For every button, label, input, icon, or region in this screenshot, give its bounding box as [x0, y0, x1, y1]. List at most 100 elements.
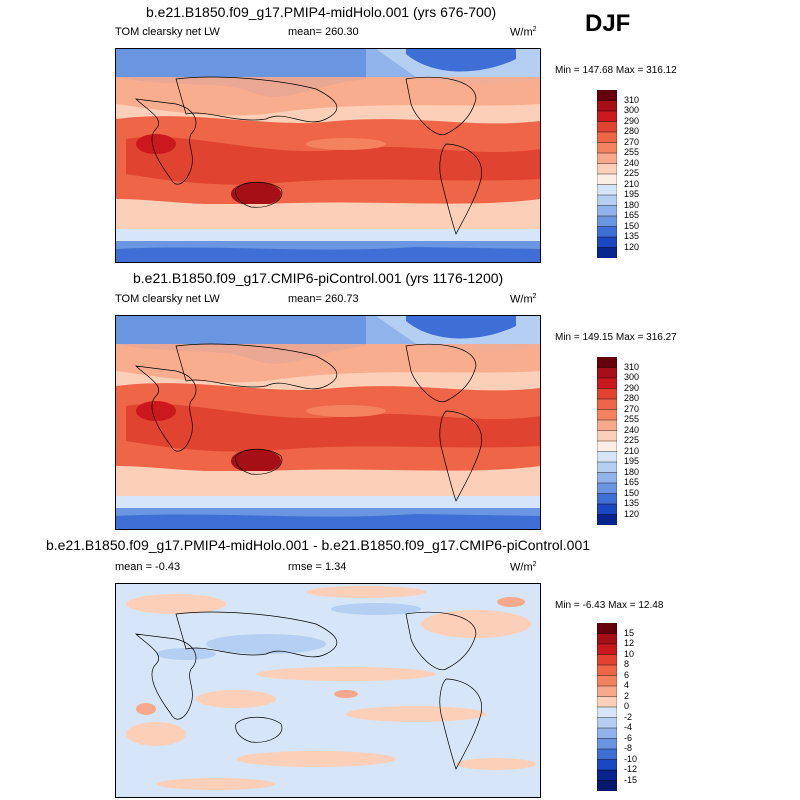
colorbar-tick-label: 210	[624, 178, 640, 189]
panel1-colorbar-svg	[596, 89, 618, 259]
colorbar-tick-label: 6	[624, 669, 630, 680]
colorbar-tick-label: 210	[624, 445, 640, 456]
colorbar-tick-label: 280	[624, 126, 640, 136]
p2-africa-hot	[136, 401, 176, 421]
colorbar-tick-label: 270	[624, 403, 640, 414]
colorbar-tick-label: 195	[624, 456, 640, 466]
colorbar-tick-label: 310	[624, 94, 640, 105]
colorbar-swatch	[596, 696, 618, 708]
p2-tropics-core	[126, 403, 540, 452]
panel1-colorbar	[596, 89, 618, 263]
colorbar-tick-label: 255	[624, 147, 640, 157]
colorbar-swatch	[596, 717, 618, 729]
p2-australia-hot	[231, 449, 281, 473]
panel2-colorbar-svg	[596, 356, 618, 526]
panel1-minmax: Min = 147.68 Max = 316.12	[555, 65, 677, 76]
colorbar-tick-label: -8	[624, 743, 633, 753]
p1-australia-hot	[231, 182, 281, 206]
colorbar-swatch	[596, 780, 618, 792]
colorbar-swatch	[596, 388, 618, 400]
colorbar-swatch	[596, 451, 618, 463]
p2-southern-mid	[116, 471, 540, 496]
colorbar-tick-label: 280	[624, 393, 640, 403]
p3-stronger-positive	[136, 597, 525, 715]
panel3-minmax: Min = -6.43 Max = 12.48	[555, 600, 664, 611]
colorbar-tick-label: -12	[624, 764, 638, 774]
colorbar-tick-label: 135	[624, 231, 640, 241]
colorbar-tick-label: 165	[624, 477, 640, 487]
colorbar-swatch	[596, 377, 618, 390]
colorbar-swatch	[596, 236, 618, 249]
colorbar-swatch	[596, 759, 618, 771]
panel3-left-label: mean = -0.43	[115, 561, 181, 573]
colorbar-tick-label: 290	[624, 115, 640, 126]
colorbar-swatch	[596, 152, 618, 165]
colorbar-swatch	[596, 622, 618, 635]
colorbar-swatch	[596, 685, 618, 698]
colorbar-swatch	[596, 173, 618, 186]
p1-southern-ocean	[116, 229, 540, 244]
colorbar-swatch	[596, 769, 618, 782]
colorbar-tick-label: 150	[624, 220, 640, 231]
panel2-map-svg	[116, 316, 540, 529]
colorbar-tick-label: 300	[624, 105, 640, 115]
panel2-center-label: mean= 260.73	[288, 293, 359, 305]
p1-coastlines	[135, 76, 482, 235]
colorbar-tick-label: 240	[624, 424, 640, 435]
colorbar-tick-label: 12	[624, 638, 635, 648]
colorbar-swatch	[596, 503, 618, 516]
p1-africa-hot	[136, 134, 176, 154]
colorbar-tick-label: -4	[624, 722, 633, 732]
colorbar-tick-label: 195	[624, 189, 640, 199]
colorbar-swatch	[596, 100, 618, 112]
p1-tropics-core	[126, 136, 540, 185]
colorbar-tick-label: 180	[624, 466, 640, 477]
colorbar-tick-label: 225	[624, 435, 640, 445]
colorbar-tick-label: 150	[624, 487, 640, 498]
colorbar-tick-label: 180	[624, 199, 640, 210]
panel3-center-label: rmse = 1.34	[288, 561, 347, 573]
colorbar-swatch	[596, 409, 618, 421]
colorbar-tick-label: 135	[624, 498, 640, 508]
panel2-units: W/m2	[510, 293, 537, 306]
panel1-units: W/m2	[510, 26, 537, 39]
colorbar-swatch	[596, 121, 618, 133]
colorbar-swatch	[596, 430, 618, 442]
colorbar-swatch	[596, 482, 618, 495]
colorbar-swatch	[596, 472, 618, 484]
colorbar-swatch	[596, 748, 618, 761]
p3-negative-patches	[156, 603, 421, 660]
colorbar-tick-label: 165	[624, 210, 640, 220]
panel1-map	[115, 48, 541, 263]
colorbar-swatch	[596, 633, 618, 645]
colorbar-tick-label: 2	[624, 690, 630, 701]
panel2-left-label: TOM clearsky net LW	[115, 293, 220, 305]
colorbar-swatch	[596, 706, 618, 719]
colorbar-swatch	[596, 419, 618, 432]
colorbar-tick-label: 310	[624, 361, 640, 372]
colorbar-swatch	[596, 738, 618, 750]
colorbar-swatch	[596, 643, 618, 656]
colorbar-swatch	[596, 184, 618, 196]
colorbar-swatch	[596, 163, 618, 175]
colorbar-swatch	[596, 367, 618, 379]
colorbar-tick-label: 255	[624, 414, 640, 424]
colorbar-swatch	[596, 675, 618, 687]
colorbar-swatch	[596, 226, 618, 238]
colorbar-swatch	[596, 142, 618, 154]
panel3-units: W/m2	[510, 561, 537, 574]
colorbar-tick-label: -2	[624, 711, 633, 722]
colorbar-tick-label: 120	[624, 508, 640, 519]
colorbar-swatch	[596, 356, 618, 369]
colorbar-swatch	[596, 461, 618, 474]
p2-antarctica-core	[116, 514, 540, 529]
colorbar-swatch	[596, 110, 618, 123]
colorbar-swatch	[596, 514, 618, 526]
colorbar-swatch	[596, 215, 618, 228]
p1-southern-mid	[116, 204, 540, 229]
colorbar-tick-label: 300	[624, 372, 640, 382]
panel2-title: b.e21.B1850.f09_g17.CMIP6-piControl.001 …	[133, 270, 504, 286]
panel1-center-label: mean= 260.30	[288, 26, 359, 38]
p3-coastlines	[135, 611, 482, 770]
colorbar-swatch	[596, 131, 618, 144]
